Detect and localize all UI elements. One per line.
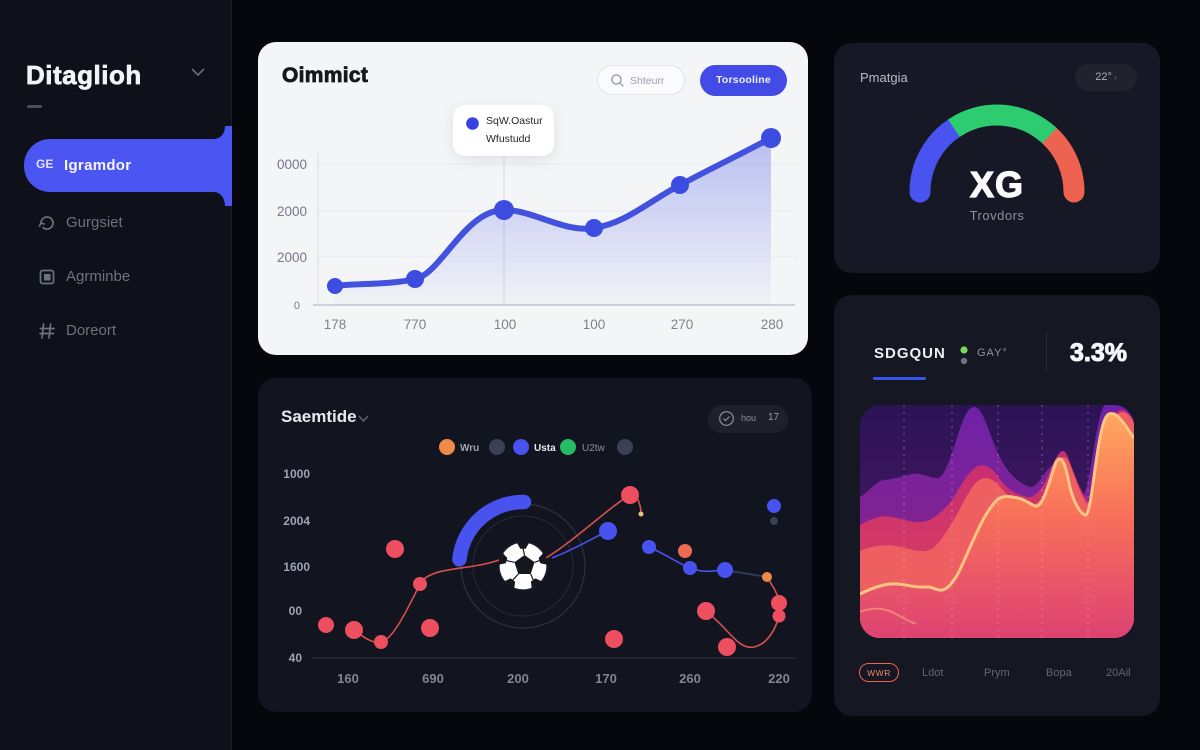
svg-text:170: 170 xyxy=(595,671,617,686)
svg-text:1600: 1600 xyxy=(283,560,310,574)
svg-text:1000: 1000 xyxy=(283,467,310,481)
svg-text:2000: 2000 xyxy=(277,250,307,265)
svg-text:200: 200 xyxy=(507,671,529,686)
svg-text:2000: 2000 xyxy=(277,204,307,219)
svg-text:260: 260 xyxy=(679,671,701,686)
svg-text:280: 280 xyxy=(761,317,784,332)
svg-text:Wru: Wru xyxy=(460,443,479,454)
svg-text:690: 690 xyxy=(422,671,444,686)
svg-text:100: 100 xyxy=(494,317,517,332)
svg-text:270: 270 xyxy=(671,317,694,332)
svg-text:160: 160 xyxy=(337,671,359,686)
svg-text:U2tw: U2tw xyxy=(582,443,606,454)
svg-text:100: 100 xyxy=(583,317,606,332)
svg-text:Usta: Usta xyxy=(534,443,556,454)
svg-text:220: 220 xyxy=(768,671,790,686)
svg-text:770: 770 xyxy=(404,317,427,332)
svg-text:178: 178 xyxy=(324,317,347,332)
svg-text:2004: 2004 xyxy=(283,514,310,528)
svg-text:40: 40 xyxy=(289,651,303,665)
svg-text:00: 00 xyxy=(289,604,303,618)
svg-text:0000: 0000 xyxy=(277,157,307,172)
svg-text:0: 0 xyxy=(294,300,300,312)
